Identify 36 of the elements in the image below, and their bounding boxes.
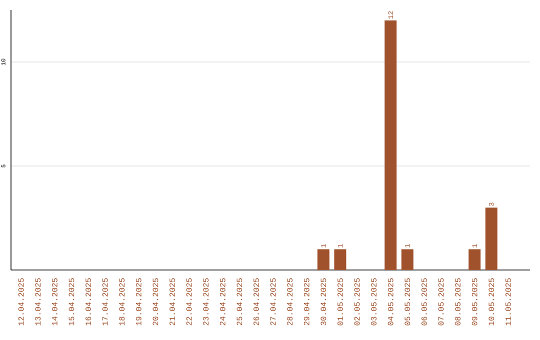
- x-tick-label: 30.04.2025: [320, 278, 326, 326]
- x-tick-label: 06.05.2025: [421, 278, 427, 326]
- x-tick-label: 08.05.2025: [455, 278, 460, 326]
- x-tick-label: 17.04.2025: [102, 278, 108, 326]
- x-tick-label: 25.04.2025: [236, 278, 242, 326]
- x-tick-label: 24.04.2025: [220, 278, 226, 326]
- x-tick-label: 21.04.2025: [170, 278, 175, 326]
- x-tick-label: 27.04.2025: [270, 278, 276, 326]
- x-tick-label: 23.04.2025: [203, 278, 209, 326]
- x-tick-label: 13.04.2025: [35, 278, 41, 326]
- x-tick-label: 02.05.2025: [354, 278, 360, 326]
- bar: [317, 249, 330, 270]
- x-tick-label: 16.04.2025: [86, 278, 91, 326]
- x-tick-label: 03.05.2025: [371, 278, 377, 326]
- x-tick-label: 20.04.2025: [152, 278, 158, 326]
- bar: [485, 208, 498, 270]
- x-tick-label: 11.05.2025: [505, 278, 511, 326]
- x-tick-label: 14.04.2025: [52, 278, 58, 326]
- x-tick-label: 01.05.2025: [338, 278, 343, 326]
- x-tick-label: 12.04.2025: [18, 278, 24, 326]
- x-tick-label: 07.05.2025: [438, 278, 444, 326]
- x-tick-label: 05.05.2025: [404, 278, 410, 326]
- x-tick-label: 28.04.2025: [287, 278, 293, 326]
- x-tick-label: 09.05.2025: [472, 278, 478, 326]
- x-tick-label: 04.05.2025: [388, 278, 394, 326]
- x-tick-label: 10.05.2025: [488, 278, 494, 326]
- bar: [384, 20, 397, 270]
- x-tick-label: 19.04.2025: [136, 278, 142, 326]
- x-tick-label: 22.04.2025: [186, 278, 192, 326]
- x-tick-label: 15.04.2025: [68, 278, 74, 326]
- x-tick-label: 18.04.2025: [119, 278, 125, 326]
- x-tick-label: 29.04.2025: [304, 278, 310, 326]
- bar: [334, 249, 346, 270]
- bar: [401, 249, 414, 270]
- x-tick-label: 26.04.2025: [254, 278, 259, 326]
- bar: [468, 249, 481, 270]
